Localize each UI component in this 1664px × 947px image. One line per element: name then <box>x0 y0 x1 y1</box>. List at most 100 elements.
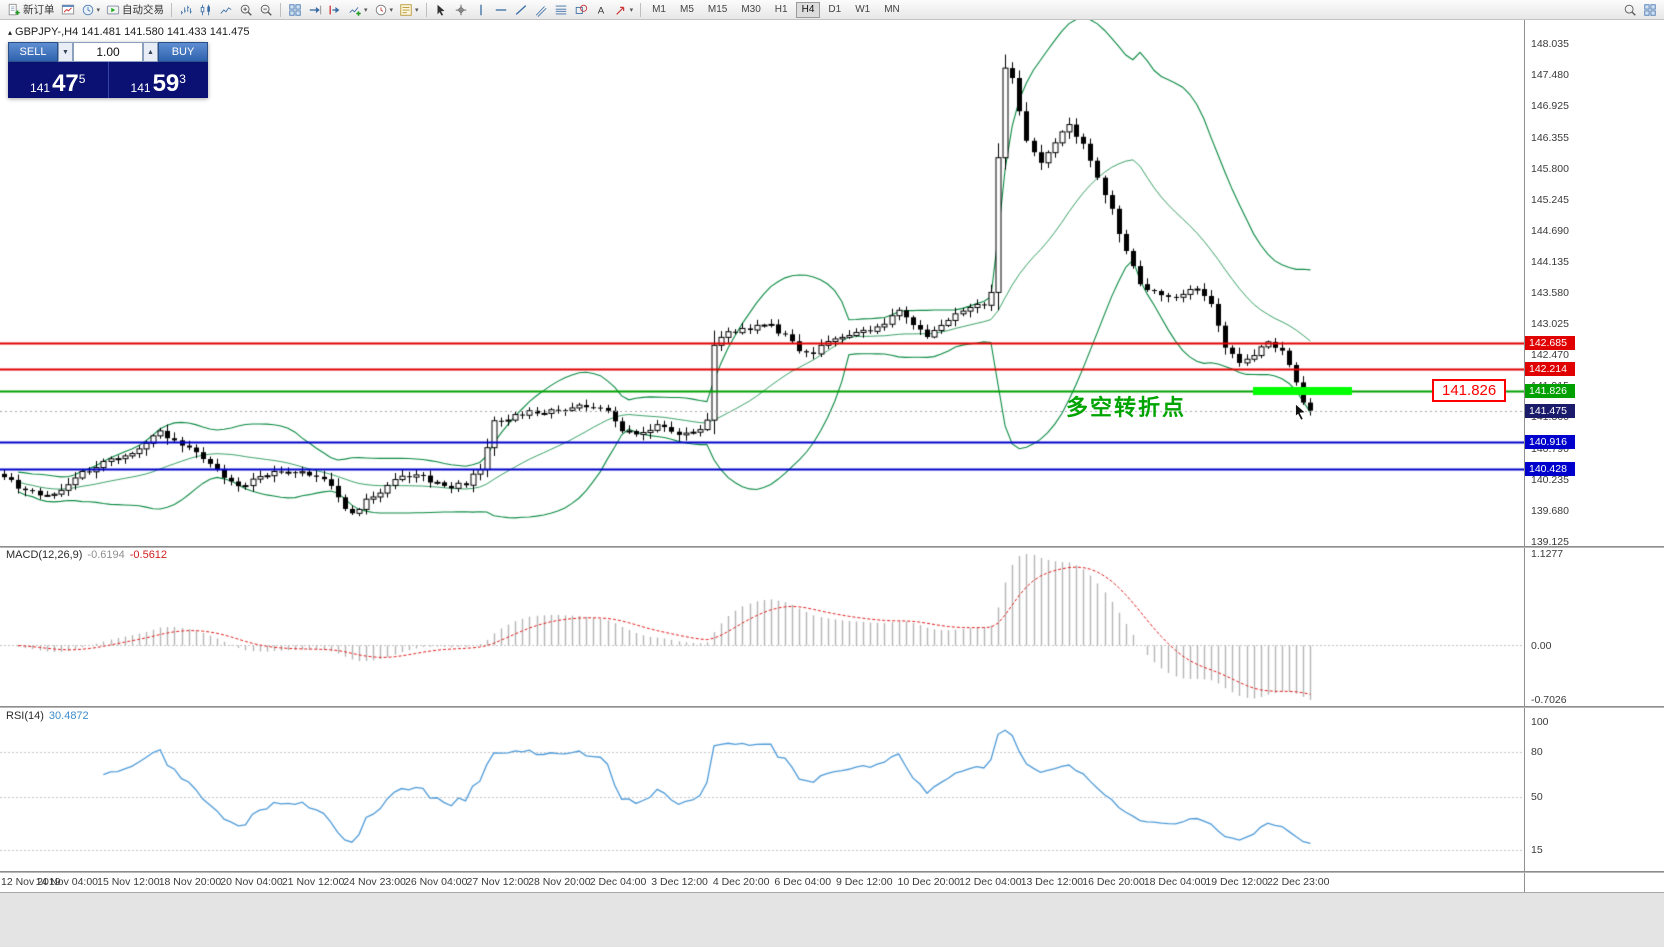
timeframe-m15-button[interactable]: M15 <box>702 2 733 18</box>
timeframe-h1-button[interactable]: H1 <box>769 2 794 18</box>
panel-separator-rsi[interactable] <box>0 706 1664 708</box>
autotrading-button[interactable]: 自动交易 <box>103 1 167 19</box>
price-level-badge: 142.685 <box>1525 336 1575 350</box>
line-chart-mode-button[interactable] <box>216 1 236 19</box>
timeframe-m5-button[interactable]: M5 <box>674 2 700 18</box>
periods-button[interactable]: ▾ <box>371 1 397 19</box>
volume-input[interactable] <box>73 42 143 62</box>
indicators-button[interactable]: ▾ <box>345 1 371 19</box>
macd-axis-label: 0.00 <box>1531 639 1552 652</box>
macd-name: MACD(12,26,9) <box>6 549 83 561</box>
shapes-tool-button[interactable] <box>571 1 591 19</box>
bar-chart-mode-button[interactable] <box>176 1 196 19</box>
toolbar-separator <box>280 2 282 17</box>
rsi-name: RSI(14) <box>6 710 44 722</box>
timeframe-m30-button[interactable]: M30 <box>735 2 766 18</box>
chevron-down-icon: ▾ <box>364 6 368 14</box>
one-click-trade-panel[interactable]: SELL ▼ ▲ BUY 141 47 5 141 59 3 <box>8 42 208 98</box>
crosshair-tool-button[interactable] <box>451 1 471 19</box>
symbol-marker-icon: ▴ <box>8 28 13 37</box>
rsi-axis-label: 100 <box>1531 715 1549 728</box>
text-tool-icon: A <box>597 5 604 16</box>
chevron-down-icon: ▼ <box>62 48 69 56</box>
zoom-in-icon <box>240 4 252 16</box>
vertical-line-tool-button[interactable] <box>471 1 491 19</box>
chart-shift-icon <box>329 5 340 14</box>
chart-text-annotation: 多空转折点 <box>1066 395 1187 420</box>
buy-price-base: 141 <box>130 81 151 95</box>
templates-button[interactable]: ▾ <box>396 1 422 19</box>
time-axis-label: 26 Nov 04:00 <box>404 876 468 888</box>
bar-chart-mode-icon <box>181 5 192 14</box>
sell-button[interactable]: SELL <box>8 42 58 62</box>
macd-axis-label: 1.1277 <box>1531 548 1564 560</box>
time-axis[interactable]: 12 Nov 2019 14 Nov 04:00 15 Nov 12:00 18 No… <box>0 872 1524 892</box>
toolbar-separator <box>425 2 427 17</box>
chevron-down-icon: ▾ <box>415 6 419 14</box>
time-axis-label: 9 Dec 12:00 <box>835 876 893 888</box>
fibonacci-tool-button[interactable] <box>551 1 571 19</box>
price-chart-canvas[interactable] <box>0 20 1524 892</box>
new-order-button[interactable]: 新订单 <box>4 1 58 19</box>
buy-price-display[interactable]: 141 59 3 <box>107 62 209 98</box>
channel-tool-icon <box>535 5 547 17</box>
volume-decrease-button[interactable]: ▼ <box>58 42 73 62</box>
new-order-label: 新订单 <box>23 4 55 16</box>
rsi-axis-label: 15 <box>1531 843 1543 856</box>
price-axis[interactable]: 148.035 147.480 146.925 146.355 145.800 145.2… <box>1524 20 1664 892</box>
profiles-button[interactable]: ▾ <box>78 1 104 19</box>
sell-price-display[interactable]: 141 47 5 <box>8 62 108 98</box>
arrows-tool-button[interactable]: ▾ <box>611 1 637 19</box>
auto-scroll-button[interactable] <box>305 1 325 19</box>
trade-panel-controls: SELL ▼ ▲ BUY <box>8 42 208 62</box>
time-axis-label: 18 Nov 20:00 <box>158 876 222 888</box>
panel-separator-macd[interactable] <box>0 546 1664 548</box>
chart-window-button[interactable] <box>58 1 78 19</box>
chart-shift-button[interactable] <box>325 1 345 19</box>
rsi-axis-label: 80 <box>1531 745 1543 758</box>
buy-button[interactable]: BUY <box>158 42 208 62</box>
rsi-indicator-label: RSI(14) 30.4872 <box>6 710 89 722</box>
timeframe-m1-button[interactable]: M1 <box>646 2 672 18</box>
tile-windows-button[interactable] <box>285 1 305 19</box>
price-axis-label: 139.125 <box>1531 535 1569 548</box>
time-axis-label: 28 Nov 20:00 <box>528 876 591 888</box>
price-level-badge: 142.214 <box>1525 362 1575 377</box>
macd-axis-label: -0.7026 <box>1531 694 1567 706</box>
symbol-ohlc-label: ▴ GBPJPY-,H4 141.481 141.580 141.433 141.… <box>8 26 249 38</box>
rsi-axis-label: 50 <box>1531 791 1543 804</box>
chart-window: ▴ GBPJPY-,H4 141.481 141.580 141.433 141.… <box>0 20 1664 892</box>
zoom-out-button[interactable] <box>256 1 276 19</box>
price-callout-label: 141.826 <box>1432 379 1507 402</box>
profiles-icon <box>82 4 93 15</box>
price-axis-label: 143.025 <box>1531 318 1569 330</box>
channel-tool-button[interactable] <box>531 1 551 19</box>
text-tool-button[interactable]: A <box>591 1 611 19</box>
mouse-cursor-icon <box>1295 403 1307 421</box>
price-axis-label: 142.470 <box>1531 349 1569 362</box>
volume-increase-button[interactable]: ▲ <box>143 42 158 62</box>
window-search-button[interactable] <box>1620 1 1640 19</box>
timeframe-mn-button[interactable]: MN <box>878 2 906 18</box>
window-layout-button[interactable] <box>1640 1 1660 19</box>
time-axis-label: 13 Dec 12:00 <box>1020 876 1084 888</box>
cursor-tool-button[interactable] <box>431 1 451 19</box>
templates-icon <box>400 3 412 16</box>
time-axis-label: 24 Nov 23:00 <box>343 876 406 888</box>
timeframe-d1-button[interactable]: D1 <box>822 2 847 18</box>
zoom-in-button[interactable] <box>236 1 256 19</box>
tile-windows-icon <box>289 3 301 16</box>
toolbar-separator <box>640 2 642 17</box>
timeframe-w1-button[interactable]: W1 <box>849 2 876 18</box>
symbol-ohlc-text: GBPJPY-,H4 141.481 141.580 141.433 141.4… <box>15 26 250 38</box>
autotrading-label: 自动交易 <box>122 4 165 16</box>
candlestick-mode-button[interactable] <box>196 1 216 19</box>
time-axis-label: 19 Dec 12:00 <box>1205 876 1268 888</box>
timeframe-h4-button[interactable]: H4 <box>795 1 821 18</box>
horizontal-line-tool-button[interactable] <box>491 1 511 19</box>
zoom-out-icon <box>260 4 272 16</box>
trendline-tool-button[interactable] <box>511 1 531 19</box>
time-axis-label: 14 Nov 04:00 <box>35 876 99 888</box>
time-axis-label: 27 Nov 12:00 <box>466 876 530 888</box>
toolbar-separator <box>171 2 173 17</box>
